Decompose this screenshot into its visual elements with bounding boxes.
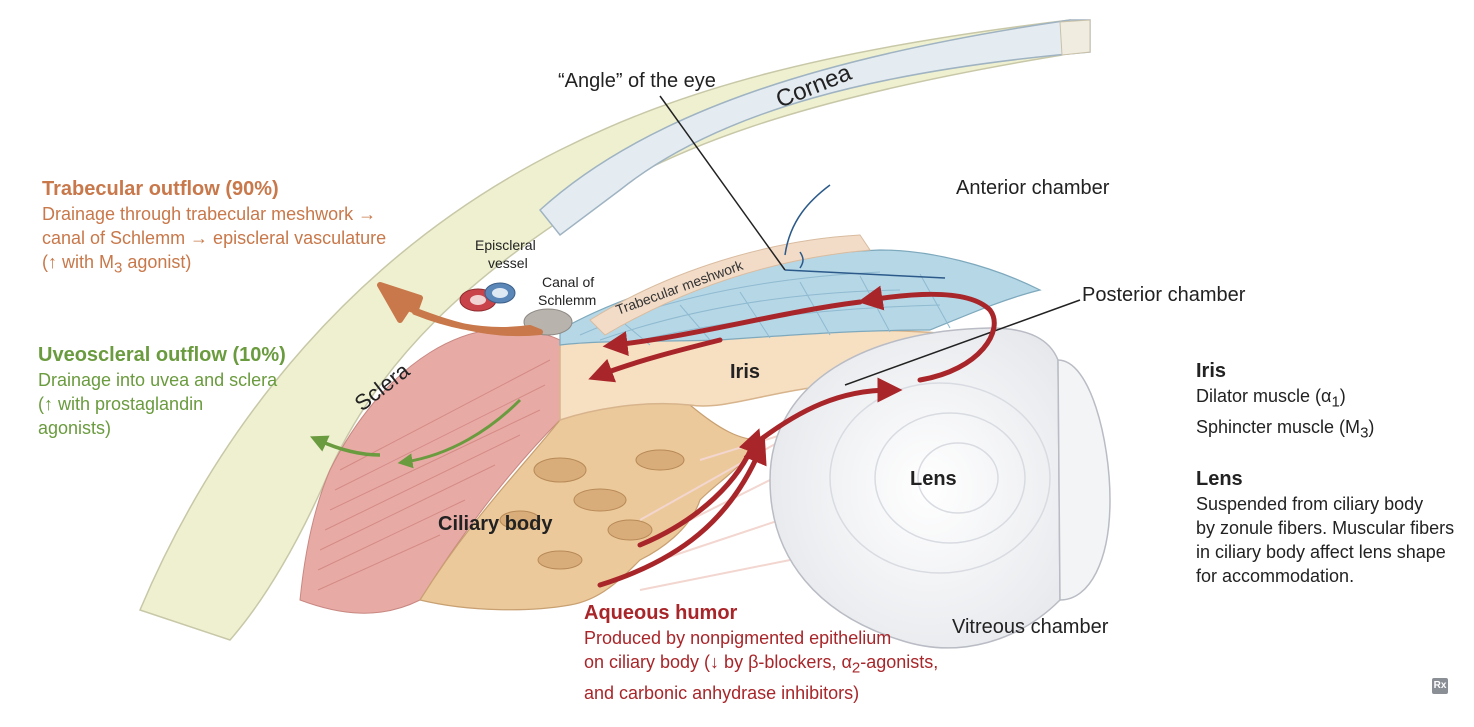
sphincter-sub: 3	[1360, 424, 1369, 442]
muscle-striations	[317, 359, 551, 591]
sclera-shape	[138, 19, 1071, 641]
meshwork-band	[589, 234, 871, 336]
sphincter-pre: Sphincter muscle (M	[1196, 416, 1361, 437]
vitreous-chamber-label: Vitreous chamber	[952, 616, 1109, 638]
canal-of-schlemm-label-1: Canal of	[542, 274, 594, 290]
lens-info-line1: Suspended from ciliary body	[1196, 494, 1424, 514]
episcleral-vessel-shape	[459, 282, 516, 312]
aqueous-arrow-1	[597, 438, 767, 588]
trabecular-outflow-line1: Drainage through trabecular meshwork →	[42, 204, 377, 224]
lens-info-line3: in ciliary body affect lens shape	[1196, 542, 1446, 562]
posterior-chamber-pointer	[844, 299, 1081, 386]
dilator-pre: Dilator muscle (α	[1196, 386, 1332, 406]
iris-info-title: Iris	[1196, 360, 1227, 382]
aqueous-humor-title: Aqueous humor	[584, 602, 738, 624]
canal-of-schlemm-label-2: Schlemm	[538, 292, 596, 308]
lens-label: Lens	[910, 468, 957, 490]
uveoscleral-outflow-arrow-2	[310, 435, 381, 457]
lens-info-line4: for accommodation.	[1196, 566, 1355, 586]
aqueous-arrow-5	[602, 299, 863, 356]
iris-label: Iris	[730, 361, 760, 383]
dilator-sub: 1	[1331, 393, 1340, 411]
aqueous-line2-pre: on ciliary body (↓ by β-blockers, α	[584, 652, 852, 672]
lens-info-title: Lens	[1196, 468, 1243, 490]
trabecular-outflow-line2: canal of Schlemm → episcleral vasculatur…	[42, 228, 387, 248]
aqueous-humor-line3: and carbonic anhydrase inhibitors)	[584, 682, 860, 703]
aqueous-line2-sub: 2	[851, 659, 861, 677]
uveoscleral-outflow-line1: Drainage into uvea and sclera	[38, 370, 278, 390]
angle-indicator	[784, 184, 946, 279]
trabecular-outflow-line3: (↑ with M3 agonist)	[42, 250, 422, 281]
uveoscleral-outflow-line2: (↑ with prostaglandin	[38, 394, 204, 414]
sphincter-post: )	[1368, 416, 1375, 437]
cornea-shape	[538, 19, 1091, 237]
posterior-chamber-label: Posterior chamber	[1082, 284, 1246, 306]
uveoscleral-outflow-arrow	[397, 398, 522, 469]
iris-info-note: Iris Dilator muscle (α1) Sphincter muscl…	[1196, 358, 1466, 445]
trabecular-outflow-arrow	[377, 282, 543, 337]
aqueous-humor-line2: on ciliary body (↓ by β-blockers, α2-ago…	[584, 650, 984, 681]
trabecular-line3-pre: (↑ with M	[42, 252, 114, 272]
uveoscleral-outflow-line3: agonists)	[38, 418, 112, 438]
angle-of-eye-label: “Angle” of the eye	[558, 70, 716, 92]
aqueous-humor-arrows	[588, 285, 997, 588]
ciliary-muscle	[299, 328, 561, 614]
lens-shape	[769, 327, 1111, 649]
aqueous-arrow-4	[857, 285, 997, 383]
trabecular-line3-sub: 3	[114, 259, 123, 277]
cornea-edge	[1059, 19, 1091, 56]
aqueous-humor-note: Aqueous humor Produced by nonpigmented e…	[584, 600, 984, 705]
ciliary-processes	[499, 449, 685, 570]
aqueous-humor-line1: Produced by nonpigmented epithelium	[584, 628, 892, 648]
angle-pointer-line	[659, 95, 786, 271]
aqueous-arrow-3	[757, 377, 903, 443]
anterior-chamber-label: Anterior chamber	[956, 177, 1110, 199]
uveoscleral-outflow-title: Uveoscleral outflow (10%)	[38, 344, 286, 366]
lens-info-note: Lens Suspended from ciliary body by zonu…	[1196, 466, 1466, 588]
lens-info-line2: by zonule fibers. Muscular fibers	[1196, 518, 1455, 538]
rx-badge: Rx	[1432, 678, 1448, 694]
iris-sphincter-line: Sphincter muscle (M3)	[1196, 415, 1466, 446]
episcleral-vessel-label-1: Episcleral	[475, 237, 536, 253]
dilator-post: )	[1339, 386, 1346, 406]
ciliary-body-label: Ciliary body	[438, 513, 553, 535]
trabecular-outflow-title: Trabecular outflow (90%)	[42, 178, 279, 200]
trabecular-line3-post: agonist)	[122, 252, 192, 272]
aqueous-arrow-6	[588, 337, 723, 383]
trabecular-outflow-note: Trabecular outflow (90%) Drainage throug…	[42, 176, 422, 281]
iris-dilator-line: Dilator muscle (α1)	[1196, 384, 1466, 415]
aqueous-line2-post: -agonists,	[860, 652, 939, 672]
episcleral-vessel-label-2: vessel	[488, 255, 528, 271]
aqueous-arrow-2	[637, 428, 763, 548]
uveoscleral-outflow-note: Uveoscleral outflow (10%) Drainage into …	[38, 342, 318, 440]
